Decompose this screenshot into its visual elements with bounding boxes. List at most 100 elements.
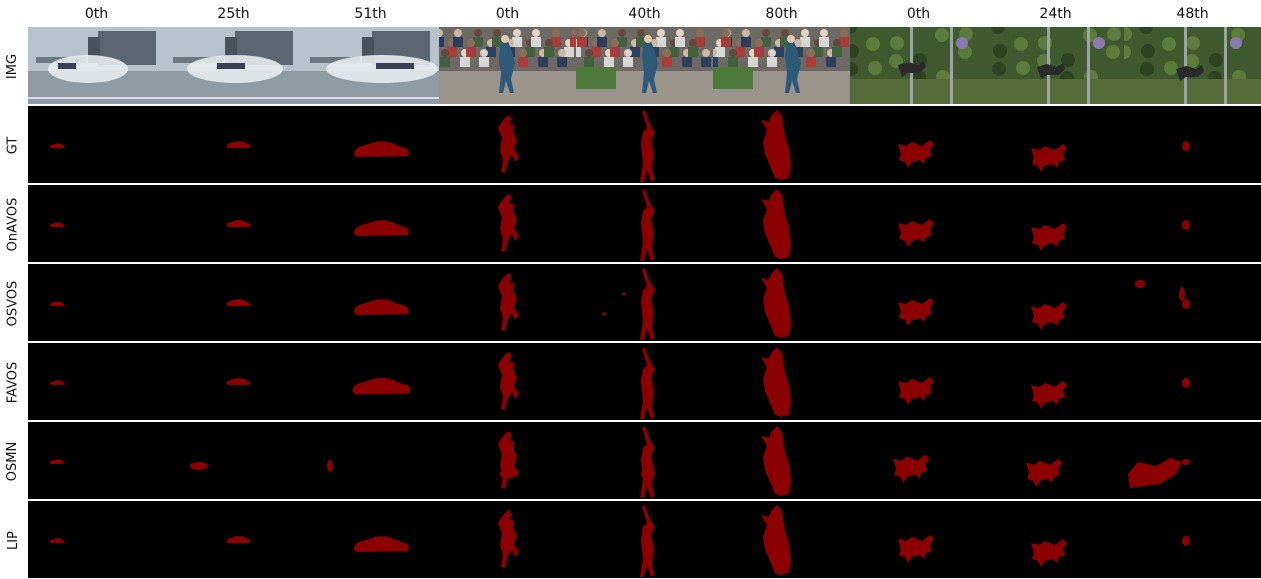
segmentation-mask-cell [987,185,1124,262]
mask-image [987,106,1124,183]
segmentation-mask-cell [302,343,439,420]
segmentation-mask-cell [302,422,439,499]
column-label: 25th [217,6,250,22]
mask-image [576,343,713,420]
mask-image [439,264,576,341]
mask-image [713,106,850,183]
mask-image [439,501,576,578]
input-frame-image [165,27,302,104]
row-label-text: OSVOS [5,280,21,326]
segmentation-mask-cell [165,106,302,183]
row-label-text: GT [5,136,21,154]
column-label: 0th [84,6,109,22]
segmentation-mask-cell [1124,343,1261,420]
mask-image [1124,185,1261,262]
mask-image [28,343,165,420]
segmentation-mask-cell [850,501,987,578]
mask-image [28,422,165,499]
segmentation-mask-cell [28,106,165,183]
segmentation-mask-cell [576,422,713,499]
row-label: GT [0,106,26,184]
column-label: 0th [906,6,931,22]
mask-image [1124,343,1261,420]
mask-image [850,185,987,262]
mask-image [1124,501,1261,578]
segmentation-mask-cell [165,343,302,420]
mask-image [1124,106,1261,183]
mask-image [987,422,1124,499]
mask-image [850,501,987,578]
mask-image [165,264,302,341]
frame-thumbnail [28,27,165,104]
mask-image [165,185,302,262]
mask-image [850,343,987,420]
mask-image [713,501,850,578]
mask-image [713,185,850,262]
input-frame-image [439,27,576,104]
frame-thumbnail [576,27,713,104]
segmentation-mask-cell [302,501,439,578]
column-label: 24th [1039,6,1072,22]
segmentation-mask-cell [987,106,1124,183]
mask-image [850,106,987,183]
row-label-text: OnAVOS [5,197,21,251]
segmentation-mask-cell [987,501,1124,578]
column-label: 0th [495,6,520,22]
segmentation-mask-cell [165,264,302,341]
row-label: IMG [0,27,26,105]
row-label-text: LIP [5,530,21,550]
input-frame-image [576,27,713,104]
mask-image [576,501,713,578]
row-label: OSVOS [0,264,26,342]
mask-image [302,185,439,262]
row-label: FAVOS [0,343,26,421]
segmentation-mask-cell [28,185,165,262]
segmentation-mask-cell [439,501,576,578]
mask-image [713,343,850,420]
mask-image [576,264,713,341]
row-label: OSMN [0,422,26,500]
segmentation-mask-cell [850,185,987,262]
segmentation-mask-cell [576,264,713,341]
frame-thumbnail [439,27,576,104]
frame-thumbnail [302,27,439,104]
mask-image [165,422,302,499]
mask-image [850,422,987,499]
segmentation-mask-cell [439,106,576,183]
mask-image [987,343,1124,420]
segmentation-mask-cell [713,185,850,262]
segmentation-mask-cell [1124,185,1261,262]
segmentation-mask-cell [576,343,713,420]
mask-image [302,501,439,578]
segmentation-mask-cell [439,422,576,499]
segmentation-mask-cell [850,422,987,499]
column-label: 48th [1176,6,1209,22]
segmentation-mask-cell [28,264,165,341]
segmentation-mask-cell [1124,106,1261,183]
segmentation-mask-cell [439,264,576,341]
segmentation-mask-cell [576,106,713,183]
segmentation-mask-cell [576,501,713,578]
frame-thumbnail [713,27,850,104]
frame-thumbnail [850,27,987,104]
segmentation-mask-cell [850,264,987,341]
mask-image [576,422,713,499]
mask-image [439,106,576,183]
input-frame-image [1124,27,1261,104]
segmentation-mask-cell [28,422,165,499]
segmentation-mask-cell [165,501,302,578]
segmentation-mask-cell [987,264,1124,341]
segmentation-mask-cell [576,185,713,262]
segmentation-mask-cell [713,422,850,499]
mask-image [576,185,713,262]
mask-image [165,343,302,420]
input-frame-image [850,27,987,104]
segmentation-mask-cell [439,343,576,420]
segmentation-mask-cell [713,501,850,578]
mask-image [987,185,1124,262]
mask-image [165,106,302,183]
segmentation-mask-cell [713,343,850,420]
frame-thumbnail [165,27,302,104]
row-label-text: OSMN [5,441,21,481]
segmentation-mask-cell [1124,422,1261,499]
